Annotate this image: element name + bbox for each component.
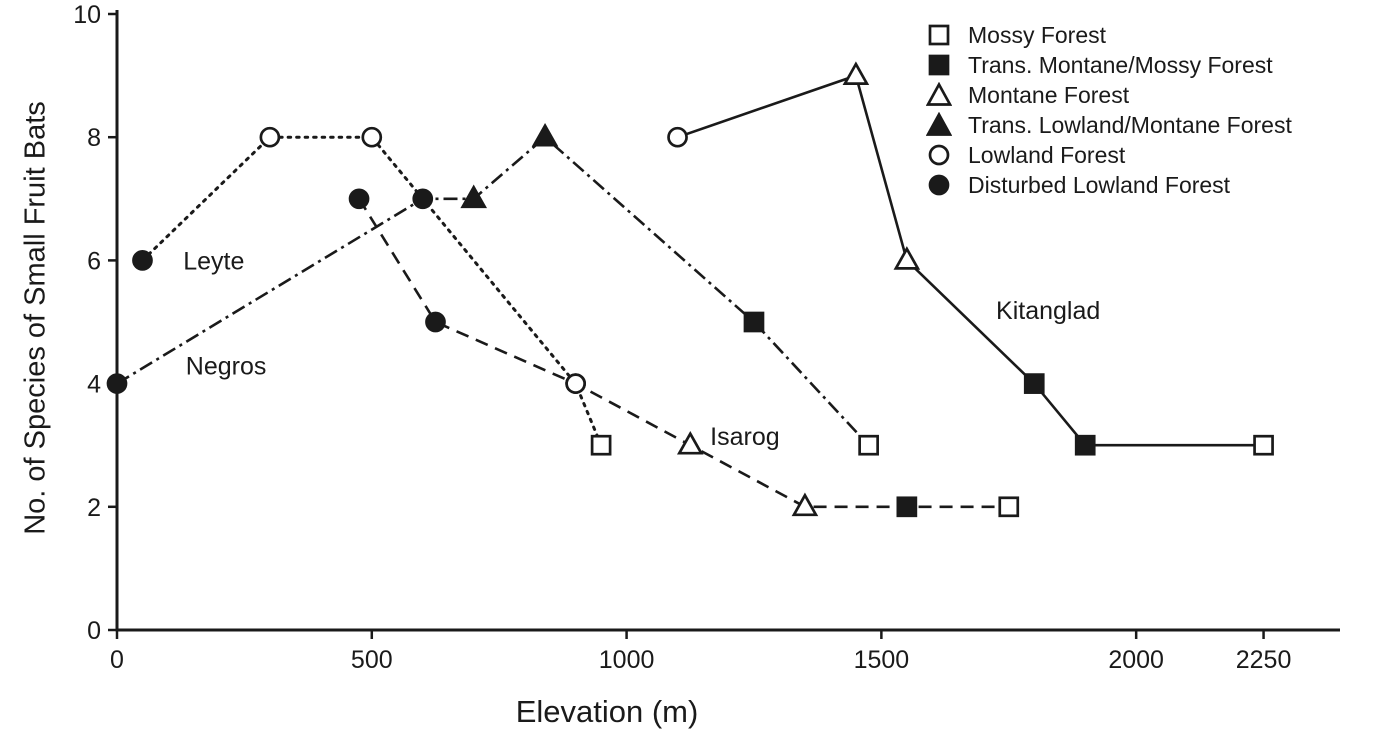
x-axis-tick-label: 500 (351, 646, 393, 674)
series-line-negros (116, 135, 870, 447)
legend: Mossy Forest Trans. Montane/Mossy Forest… (925, 22, 1292, 202)
x-axis-tick-label: 2000 (1108, 646, 1164, 674)
open-circle-icon (926, 142, 952, 168)
filled-circle-marker (412, 188, 434, 210)
x-axis-tick-label: 2250 (1236, 646, 1292, 674)
open-triangle-marker (842, 61, 870, 85)
open-circle-glyph (928, 144, 950, 166)
open-triangle-marker (676, 430, 704, 455)
filled-triangle-marker (460, 184, 488, 209)
open-circle-marker (667, 126, 688, 148)
legend-item-trans-lowland-montane-forest: Trans. Lowland/Montane Forest (925, 111, 1292, 138)
series-line-kitanglad (677, 73, 1264, 447)
filled-circle-glyph (928, 174, 950, 196)
filled-square-icon (926, 52, 952, 78)
y-axis-tick-label: 8 (87, 124, 101, 152)
open-square-marker (998, 496, 1020, 518)
y-axis-title: No. of Species of Small Fruit Bats (19, 101, 52, 535)
y-axis-tick-label: 0 (87, 617, 101, 645)
filled-square-marker (743, 311, 765, 333)
filled-triangle-glyph (925, 111, 953, 136)
y-axis-tick-label: 6 (87, 247, 101, 275)
series-line-leyte (140, 135, 603, 447)
legend-label: Disturbed Lowland Forest (968, 171, 1231, 198)
legend-item-montane-forest: Montane Forest (925, 81, 1292, 108)
filled-circle-icon (926, 172, 952, 198)
filled-circle-marker (132, 250, 153, 271)
site-label-kitanglad: Kitanglad (996, 297, 1100, 325)
legend-item-lowland-forest: Lowland Forest (926, 142, 1292, 168)
filled-triangle-icon (925, 111, 953, 138)
filled-square-glyph (928, 54, 950, 76)
legend-item-disturbed-lowland-forest: Disturbed Lowland Forest (926, 172, 1292, 198)
open-square-marker (590, 434, 612, 456)
site-label-leyte: Leyte (183, 248, 244, 276)
open-square-icon (926, 22, 952, 48)
open-triangle-icon (925, 81, 953, 108)
legend-label: Lowland Forest (968, 141, 1126, 168)
y-axis-tick-label: 10 (73, 1, 101, 29)
legend-item-mossy-forest: Mossy Forest (926, 22, 1292, 48)
open-square-marker (1253, 434, 1274, 456)
x-axis-tick-label: 1500 (854, 646, 910, 674)
filled-triangle-marker (531, 122, 559, 147)
x-axis-tick-label: 1000 (599, 646, 655, 674)
site-label-negros: Negros (186, 352, 267, 380)
legend-label: Mossy Forest (968, 21, 1107, 48)
filled-square-marker (896, 496, 918, 518)
x-axis-tick-label: 0 (110, 646, 124, 674)
open-triangle-glyph (925, 81, 953, 106)
open-square-glyph (928, 24, 950, 46)
legend-item-trans-montane-mossy-forest: Trans. Montane/Mossy Forest (926, 52, 1292, 78)
open-triangle-marker (893, 246, 921, 270)
open-triangle-marker (791, 492, 819, 517)
filled-square-marker (1074, 434, 1096, 456)
x-axis-title: Elevation (m) (515, 694, 699, 729)
open-circle-marker (259, 126, 281, 148)
filled-square-marker (1023, 373, 1045, 394)
filled-circle-marker (425, 311, 446, 333)
y-axis-tick-label: 2 (87, 494, 101, 522)
filled-circle-marker (348, 188, 370, 210)
legend-label: Montane Forest (968, 81, 1130, 108)
open-circle-marker (565, 373, 586, 394)
series-line-isarog (357, 198, 1009, 509)
y-axis-tick-label: 4 (87, 371, 101, 399)
legend-label: Trans. Lowland/Montane Forest (968, 111, 1292, 138)
legend-label: Trans. Montane/Mossy Forest (968, 51, 1273, 78)
site-label-isarog: Isarog (710, 423, 779, 451)
open-circle-marker (361, 126, 383, 148)
filled-circle-marker (106, 373, 128, 394)
open-square-marker (858, 434, 879, 456)
